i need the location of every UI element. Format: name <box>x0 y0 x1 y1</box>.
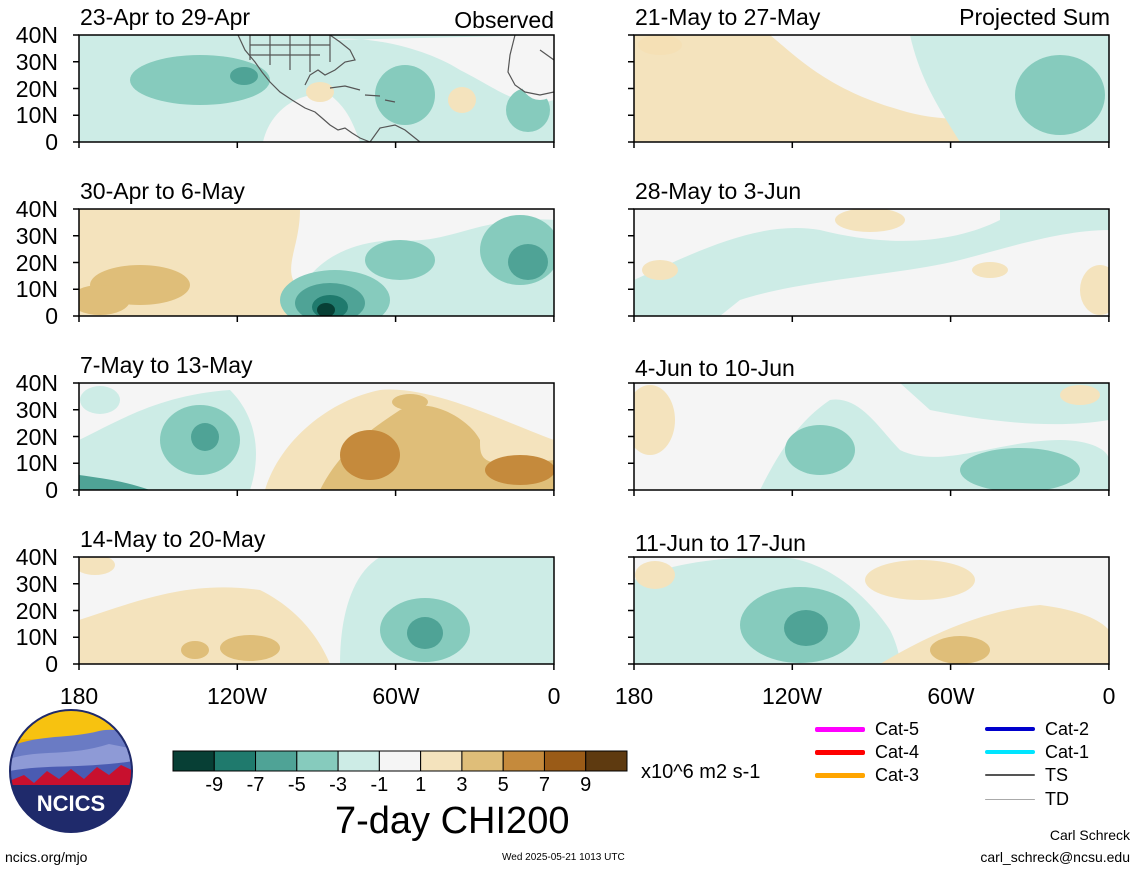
colorbar-tick-label: 3 <box>456 774 468 796</box>
y-tick-label: 40N <box>15 370 58 396</box>
y-tick-label: 20N <box>15 423 58 450</box>
y-tick-label: 10N <box>15 624 58 651</box>
chi200-field-panel-6 <box>634 209 1109 316</box>
x-tick-label: 60W <box>372 683 420 709</box>
storm-legend-label: Cat-2 <box>1045 719 1090 739</box>
storm-legend-label: Cat-3 <box>875 765 920 785</box>
storm-legend-line <box>815 749 865 755</box>
colorbar-swatch <box>461 750 504 772</box>
y-tick-label: 20N <box>15 597 58 624</box>
y-tick-label: 40N <box>15 544 58 570</box>
colorbar-swatch <box>172 750 215 772</box>
footer-email: carl_schreck@ncsu.edu <box>980 849 1130 865</box>
panel-period-label: 7-May to 13-May <box>80 352 253 378</box>
storm-legend-label: Cat-1 <box>1045 742 1090 762</box>
colorbar-tick-label: 9 <box>580 774 592 796</box>
colorbar-swatch <box>502 750 545 772</box>
logo-text: NCICS <box>37 791 105 816</box>
chi200-field-panel-7 <box>634 383 1109 490</box>
y-tick-label: 0 <box>45 477 58 503</box>
y-tick-label: 30N <box>15 570 58 597</box>
panel-tag-label: Projected Sum <box>959 4 1110 30</box>
maps-canvas <box>73 34 1110 670</box>
panel-period-label: 11-Jun to 17-Jun <box>635 530 806 556</box>
colorbar-tick-label: 7 <box>538 774 551 796</box>
x-tick-label: 0 <box>547 683 561 709</box>
map-frames <box>73 34 1110 670</box>
colorbar-tick-label: -7 <box>246 774 265 796</box>
x-tick-label: 0 <box>1102 683 1116 709</box>
panel-period-label: 28-May to 3-Jun <box>635 178 802 204</box>
chi200-field-panel-3 <box>79 383 554 490</box>
y-tick-label: 10N <box>15 450 58 477</box>
coastlines <box>237 35 554 142</box>
colorbar-swatch <box>255 750 298 772</box>
chi200-field-panel-1 <box>79 35 554 142</box>
y-tick-label: 40N <box>15 196 58 222</box>
colorbar-tick-label: -1 <box>370 774 389 796</box>
storm-legend-line <box>985 774 1035 776</box>
y-tick-label: 20N <box>15 249 58 276</box>
colorbar-swatch <box>296 750 339 772</box>
colorbar-title: 7-day CHI200 <box>335 800 570 842</box>
panel-period-label: 14-May to 20-May <box>80 526 266 552</box>
colorbar-swatch <box>378 750 422 772</box>
y-tick-label: 30N <box>15 48 58 75</box>
colorbar-tick-label: -9 <box>205 774 224 796</box>
storm-legend-line <box>985 727 1035 731</box>
y-tick-label: 40N <box>15 22 58 48</box>
x-tick-label: 180 <box>614 683 654 709</box>
chi200-field-panel-5 <box>634 35 1109 142</box>
chi200-field-panel-8 <box>634 557 1109 664</box>
y-tick-label: 10N <box>15 102 58 129</box>
y-tick-label: 10N <box>15 276 58 303</box>
storm-legend-label: Cat-4 <box>875 742 920 762</box>
storm-legend-label: TD <box>1045 789 1069 809</box>
storm-legend-line <box>985 798 1035 800</box>
colorbar-swatch <box>337 750 380 772</box>
footer-timestamp: Wed 2025-05-21 1013 UTC <box>502 852 625 863</box>
colorbar-swatch <box>213 750 257 772</box>
footer-url: ncics.org/mjo <box>5 849 88 865</box>
y-tick-label: 0 <box>45 651 58 677</box>
chi200-field-panel-2 <box>79 209 554 316</box>
colorbar-tick-label: 5 <box>497 774 509 796</box>
panel-period-label: 23-Apr to 29-Apr <box>80 4 251 30</box>
storm-legend-line <box>815 772 865 778</box>
y-tick-label: 30N <box>15 396 58 423</box>
chi200-field-panel-4 <box>79 557 554 664</box>
panel-period-label: 21-May to 27-May <box>635 4 821 30</box>
x-tick-label: 60W <box>927 683 975 709</box>
colorbar-units: x10^6 m2 s-1 <box>641 761 761 783</box>
panel-period-label: 30-Apr to 6-May <box>80 178 245 204</box>
y-tick-label: 30N <box>15 222 58 249</box>
footer-author: Carl Schreck <box>1049 827 1130 843</box>
y-tick-label: 0 <box>45 129 58 155</box>
panel-tag-label: Observed <box>454 7 554 33</box>
ncics-logo: NCICS <box>9 709 133 833</box>
colorbar <box>172 750 628 772</box>
y-tick-label: 20N <box>15 75 58 102</box>
x-tick-label: 120W <box>761 683 823 709</box>
storm-legend-line <box>815 726 865 732</box>
colorbar-swatch <box>585 750 628 772</box>
x-tick-label: 120W <box>206 683 268 709</box>
colorbar-swatch <box>543 750 587 772</box>
colorbar-tick-label: -3 <box>329 774 347 796</box>
x-tick-label: 180 <box>59 683 99 709</box>
colorbar-tick-label: -5 <box>287 774 306 796</box>
storm-legend-label: TS <box>1045 765 1069 785</box>
colorbar-swatch <box>420 750 463 772</box>
storm-legend-label: Cat-5 <box>875 719 920 739</box>
y-tick-label: 0 <box>45 303 58 329</box>
storm-legend-line <box>985 750 1035 754</box>
colorbar-tick-label: 1 <box>415 774 427 796</box>
panel-period-label: 4-Jun to 10-Jun <box>635 355 795 381</box>
